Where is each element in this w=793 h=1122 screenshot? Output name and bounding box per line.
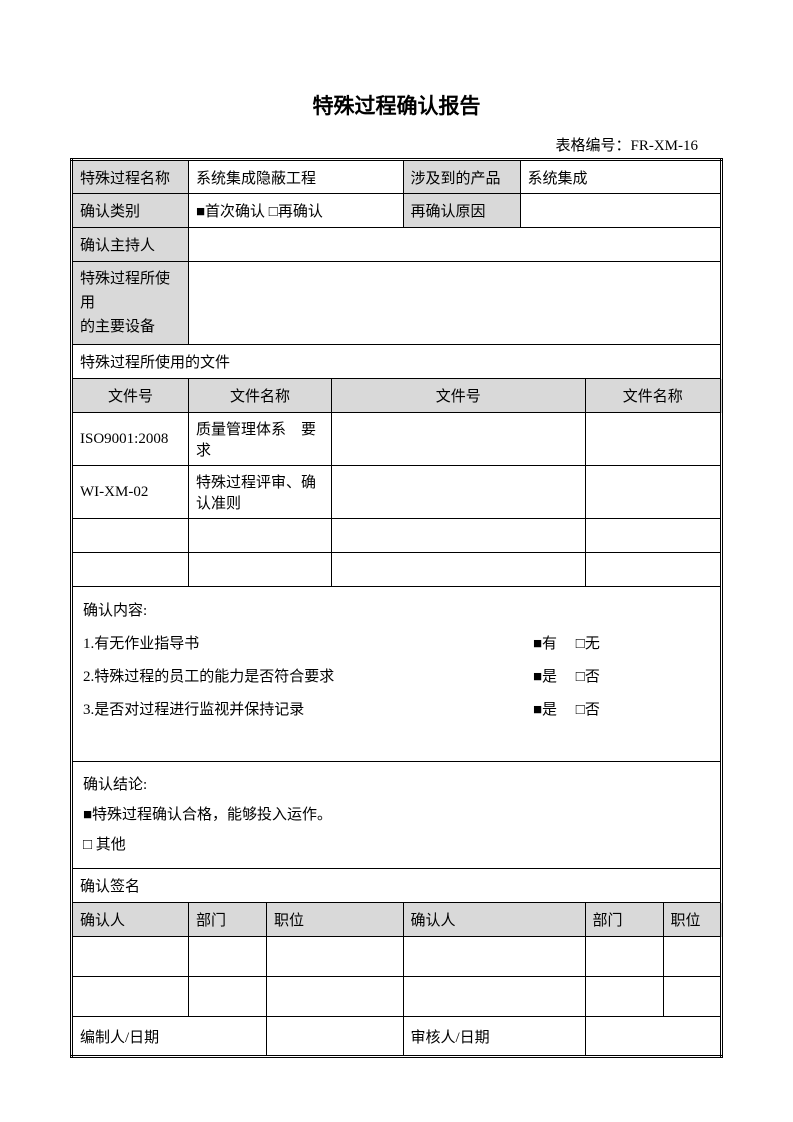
col-dept-1: 部门 xyxy=(189,903,267,937)
page-title: 特殊过程确认报告 xyxy=(70,90,723,120)
table-row: 确认主持人 xyxy=(72,228,722,262)
file-cell xyxy=(332,413,586,466)
sign-cell xyxy=(585,977,663,1017)
content-item1-text: 1.有无作业指导书 xyxy=(83,628,533,661)
file-cell xyxy=(585,413,722,466)
file-cell: 特殊过程评审、确认准则 xyxy=(189,466,332,519)
conclusion: 确认结论: ■特殊过程确认合格，能够投入运作。 □ 其他 xyxy=(72,762,722,869)
file-cell: WI-XM-02 xyxy=(72,466,189,519)
conclusion-header: 确认结论: xyxy=(83,770,710,800)
sign-cell xyxy=(585,937,663,977)
table-row: 编制人/日期 审核人/日期 xyxy=(72,1017,722,1057)
label-reviewer-date: 审核人/日期 xyxy=(403,1017,585,1057)
label-host: 确认主持人 xyxy=(72,228,189,262)
value-equipment xyxy=(189,262,722,345)
sign-cell xyxy=(663,937,722,977)
file-cell xyxy=(585,553,722,587)
sign-cell xyxy=(72,977,189,1017)
conclusion-line2: □ 其他 xyxy=(83,830,710,860)
conclusion-line1: ■特殊过程确认合格，能够投入运作。 xyxy=(83,800,710,830)
file-cell xyxy=(585,466,722,519)
table-row xyxy=(72,977,722,1017)
table-row: 确认类别 ■首次确认 □再确认 再确认原因 xyxy=(72,194,722,228)
table-row: 特殊过程名称 系统集成隐蔽工程 涉及到的产品 系统集成 xyxy=(72,160,722,194)
form-number: 表格编号：FR-XM-16 xyxy=(70,134,723,155)
content-item2: 2.特殊过程的员工的能力是否符合要求 ■是 □否 xyxy=(83,661,710,694)
file-cell xyxy=(585,519,722,553)
sign-cell xyxy=(72,937,189,977)
value-reconfirm-reason xyxy=(520,194,722,228)
file-cell xyxy=(189,519,332,553)
file-cell xyxy=(332,466,586,519)
col-file-no-2: 文件号 xyxy=(332,379,586,413)
content-item2-text: 2.特殊过程的员工的能力是否符合要求 xyxy=(83,661,533,694)
content-item3: 3.是否对过程进行监视并保持记录 ■是 □否 xyxy=(83,694,710,727)
table-row: 确认结论: ■特殊过程确认合格，能够投入运作。 □ 其他 xyxy=(72,762,722,869)
sign-cell xyxy=(189,977,267,1017)
sign-cell xyxy=(403,977,585,1017)
col-position-2: 职位 xyxy=(663,903,722,937)
col-file-name-1: 文件名称 xyxy=(189,379,332,413)
label-equipment-line2: 的主要设备 xyxy=(80,319,155,335)
file-cell xyxy=(72,519,189,553)
content-item2-opts: ■是 □否 xyxy=(533,661,710,694)
table-row: 特殊过程所使用的文件 xyxy=(72,345,722,379)
value-product: 系统集成 xyxy=(520,160,722,194)
table-row xyxy=(72,519,722,553)
value-process-name: 系统集成隐蔽工程 xyxy=(189,160,404,194)
sign-cell xyxy=(267,977,404,1017)
value-author-date xyxy=(267,1017,404,1057)
col-confirmer-2: 确认人 xyxy=(403,903,585,937)
file-cell: ISO9001:2008 xyxy=(72,413,189,466)
label-reconfirm-reason: 再确认原因 xyxy=(403,194,520,228)
sign-cell xyxy=(267,937,404,977)
confirm-content: 确认内容: 1.有无作业指导书 ■有 □无 2.特殊过程的员工的能力是否符合要求… xyxy=(72,587,722,762)
content-item1: 1.有无作业指导书 ■有 □无 xyxy=(83,628,710,661)
col-dept-2: 部门 xyxy=(585,903,663,937)
file-cell xyxy=(72,553,189,587)
file-cell: 质量管理体系 要求 xyxy=(189,413,332,466)
table-row xyxy=(72,553,722,587)
label-confirm-type: 确认类别 xyxy=(72,194,189,228)
content-item3-text: 3.是否对过程进行监视并保持记录 xyxy=(83,694,533,727)
table-row: 文件号 文件名称 文件号 文件名称 xyxy=(72,379,722,413)
file-cell xyxy=(332,553,586,587)
label-product: 涉及到的产品 xyxy=(403,160,520,194)
label-equipment: 特殊过程所使用 的主要设备 xyxy=(72,262,189,345)
table-row: WI-XM-02 特殊过程评审、确认准则 xyxy=(72,466,722,519)
main-table: 特殊过程名称 系统集成隐蔽工程 涉及到的产品 系统集成 确认类别 ■首次确认 □… xyxy=(70,158,723,1058)
content-item3-opts: ■是 □否 xyxy=(533,694,710,727)
sign-cell xyxy=(663,977,722,1017)
sign-cell xyxy=(189,937,267,977)
table-row: 确认内容: 1.有无作业指导书 ■有 □无 2.特殊过程的员工的能力是否符合要求… xyxy=(72,587,722,762)
table-row xyxy=(72,937,722,977)
table-row: 确认人 部门 职位 确认人 部门 职位 xyxy=(72,903,722,937)
label-equipment-line1: 特殊过程所使用 xyxy=(80,271,170,311)
col-file-name-2: 文件名称 xyxy=(585,379,722,413)
table-row: 确认签名 xyxy=(72,869,722,903)
sign-cell xyxy=(403,937,585,977)
content-item1-opts: ■有 □无 xyxy=(533,628,710,661)
table-row: 特殊过程所使用 的主要设备 xyxy=(72,262,722,345)
value-confirm-type: ■首次确认 □再确认 xyxy=(189,194,404,228)
value-host xyxy=(189,228,722,262)
label-process-name: 特殊过程名称 xyxy=(72,160,189,194)
col-position-1: 职位 xyxy=(267,903,404,937)
col-file-no-1: 文件号 xyxy=(72,379,189,413)
files-header: 特殊过程所使用的文件 xyxy=(72,345,722,379)
label-author-date: 编制人/日期 xyxy=(72,1017,267,1057)
content-header: 确认内容: xyxy=(83,595,710,628)
value-reviewer-date xyxy=(585,1017,722,1057)
table-row: ISO9001:2008 质量管理体系 要求 xyxy=(72,413,722,466)
file-cell xyxy=(189,553,332,587)
sign-header: 确认签名 xyxy=(72,869,722,903)
file-cell xyxy=(332,519,586,553)
col-confirmer-1: 确认人 xyxy=(72,903,189,937)
